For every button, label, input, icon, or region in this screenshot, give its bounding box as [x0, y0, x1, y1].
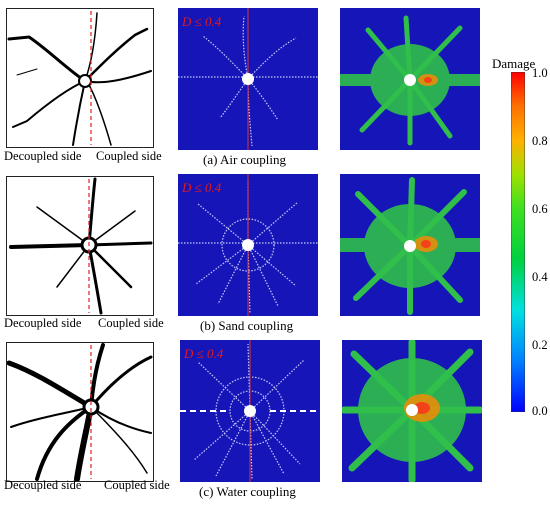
damage-field-air — [340, 8, 480, 150]
colorbar-tick-0.8: 0.8 — [532, 134, 548, 148]
caption-water-coupling: (c) Water coupling — [199, 484, 296, 499]
colorbar-tick-0.6: 0.6 — [532, 202, 548, 216]
decoupled-side-label-a: Decoupled side — [4, 149, 82, 163]
threshold-label-c: D ≤ 0.4 — [184, 346, 224, 361]
damage-contour-threshold-air — [178, 8, 318, 150]
coupled-side-label-c: Coupled side — [104, 478, 170, 492]
threshold-label-b: D ≤ 0.4 — [182, 180, 222, 195]
crack-image-water — [6, 342, 154, 482]
crack-image-air — [6, 8, 154, 148]
damage-field-sand — [340, 174, 480, 316]
crack-image-sand — [6, 176, 154, 316]
damage-field-water — [342, 340, 482, 482]
caption-air-coupling: (a) Air coupling — [203, 152, 287, 167]
damage-contour-threshold-water — [180, 340, 320, 482]
colorbar-tick-0.2: 0.2 — [532, 338, 548, 352]
damage-contour-threshold-sand — [178, 174, 318, 316]
colorbar-tick-1.0: 1.0 — [532, 66, 548, 80]
coupled-side-label-a: Coupled side — [96, 149, 162, 163]
caption-sand-coupling: (b) Sand coupling — [200, 318, 294, 333]
colorbar-tick-0.0: 0.0 — [532, 404, 548, 418]
coupled-side-label-b: Coupled side — [98, 316, 164, 330]
decoupled-side-label-c: Decoupled side — [4, 478, 82, 492]
damage-colorbar — [511, 72, 525, 412]
threshold-label-a: D ≤ 0.4 — [182, 14, 222, 29]
colorbar-title: Damage — [492, 56, 536, 71]
colorbar-tick-0.4: 0.4 — [532, 270, 548, 284]
decoupled-side-label-b: Decoupled side — [4, 316, 82, 330]
